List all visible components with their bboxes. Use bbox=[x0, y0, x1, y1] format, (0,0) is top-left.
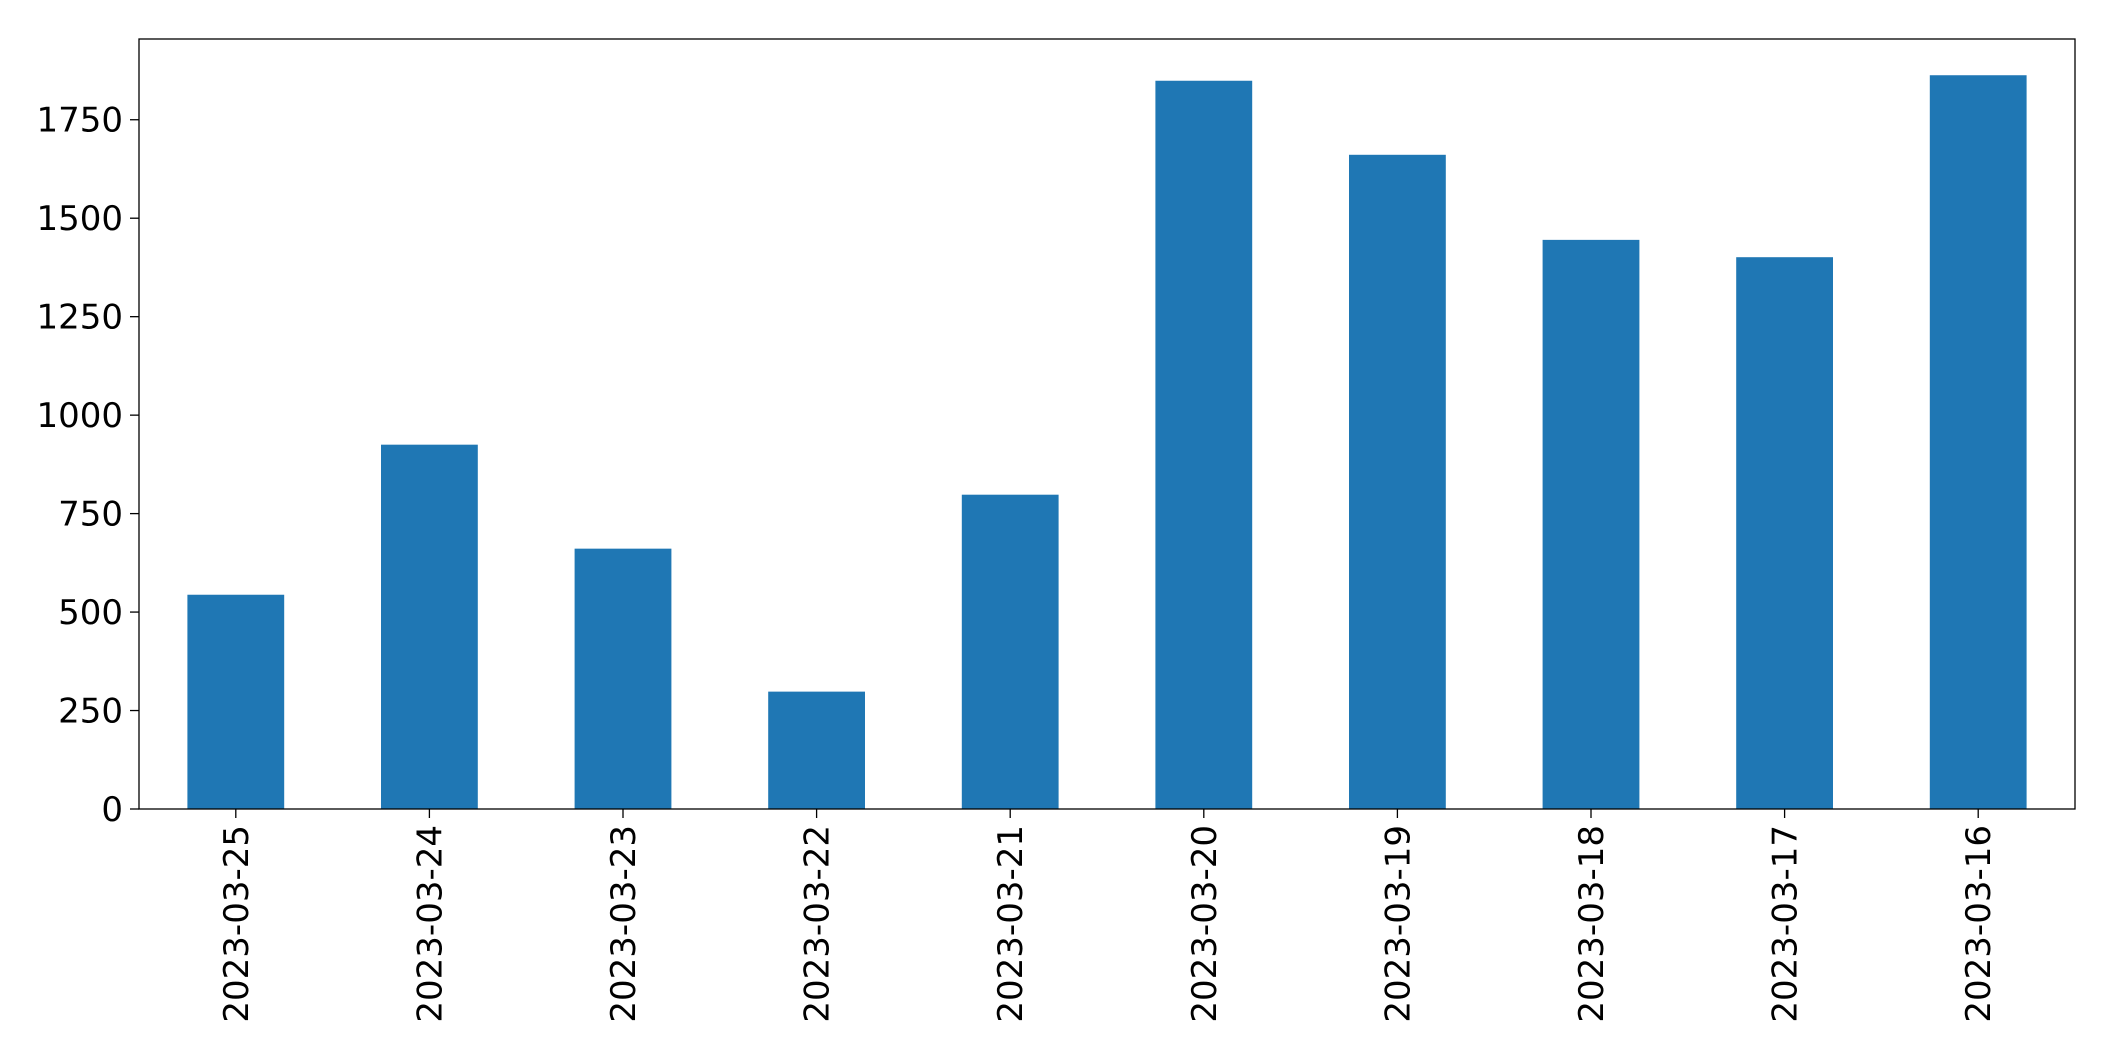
bar bbox=[381, 444, 478, 809]
y-tick-label: 1000 bbox=[36, 396, 123, 436]
y-tick-label: 1750 bbox=[36, 101, 123, 141]
bar bbox=[961, 494, 1059, 809]
bar bbox=[187, 594, 285, 809]
bar bbox=[1349, 154, 1446, 809]
x-tick-label: 2023-03-22 bbox=[798, 825, 838, 1023]
x-tick-label: 2023-03-21 bbox=[991, 825, 1031, 1023]
plot-area bbox=[187, 75, 2027, 810]
x-tick-label: 2023-03-16 bbox=[1959, 825, 1999, 1023]
y-tick-label: 1250 bbox=[36, 298, 123, 338]
bar bbox=[1736, 257, 1833, 810]
bar bbox=[1542, 239, 1640, 809]
x-tick-label: 2023-03-25 bbox=[217, 825, 257, 1023]
bar bbox=[1155, 80, 1253, 809]
y-tick-label: 0 bbox=[101, 790, 123, 830]
bar bbox=[1929, 75, 2027, 809]
bar bbox=[768, 691, 865, 809]
y-tick-label: 250 bbox=[58, 692, 123, 732]
x-tick-label: 2023-03-18 bbox=[1572, 825, 1612, 1023]
x-tick-label: 2023-03-19 bbox=[1378, 825, 1418, 1023]
x-tick-label: 2023-03-20 bbox=[1185, 825, 1225, 1023]
x-tick-label: 2023-03-23 bbox=[604, 825, 644, 1023]
bar bbox=[574, 548, 672, 809]
y-tick-label: 1500 bbox=[36, 199, 123, 239]
axes-frame bbox=[138, 38, 2076, 810]
x-tick-label: 2023-03-17 bbox=[1766, 825, 1806, 1023]
y-tick-label: 750 bbox=[58, 495, 123, 535]
y-tick-label: 500 bbox=[58, 593, 123, 633]
x-tick-label: 2023-03-24 bbox=[410, 825, 450, 1023]
